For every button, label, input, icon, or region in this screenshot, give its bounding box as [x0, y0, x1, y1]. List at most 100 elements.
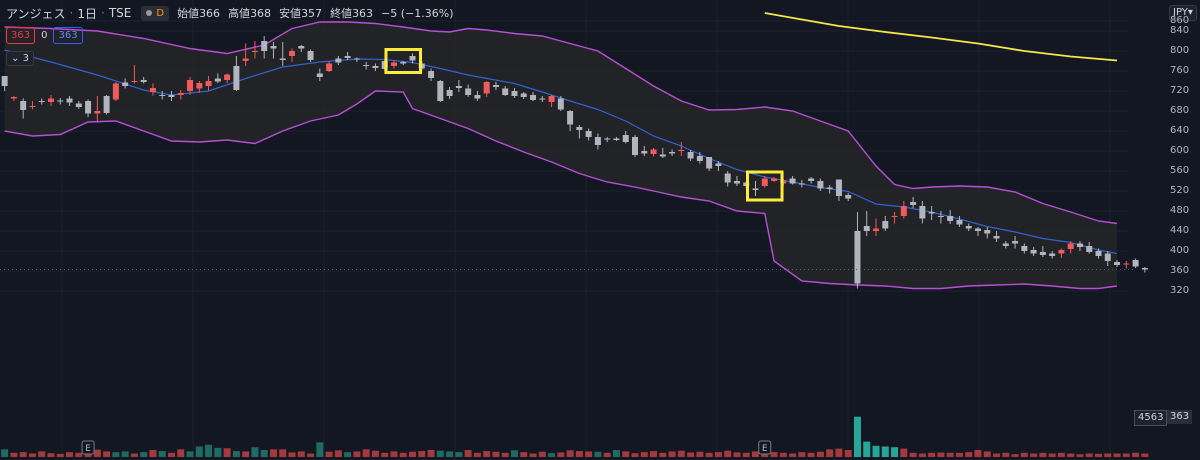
candle-body [984, 230, 991, 234]
candle-body [594, 137, 601, 145]
volume-bar [158, 451, 166, 457]
candle-body [492, 85, 499, 87]
candle-body [761, 178, 768, 186]
candle-body [446, 90, 453, 96]
candle-body [613, 138, 620, 140]
candle-body [752, 188, 759, 190]
candle-body [678, 150, 685, 151]
symbol-name[interactable]: アンジェス [6, 6, 66, 21]
candle-body [465, 88, 472, 95]
earnings-marker-label: E [762, 444, 768, 454]
candle-body [974, 228, 981, 231]
volume-bar [19, 452, 27, 457]
volume-bar [612, 450, 620, 457]
candle-body [196, 83, 203, 89]
volume-bar [1, 449, 9, 457]
sell-button[interactable]: 363 [6, 27, 36, 44]
candle-body [1067, 243, 1074, 249]
candle-body [1058, 250, 1065, 254]
volume-bar [807, 452, 815, 457]
candle-body [817, 181, 824, 189]
volume-bar [288, 452, 296, 457]
volume-bar [38, 451, 46, 457]
chevron-down-icon: ⌄ [11, 53, 20, 64]
candle-body [520, 93, 527, 97]
price-axis-label: 840 [1170, 25, 1190, 36]
candle-body [900, 206, 907, 216]
volume-bar [1048, 453, 1056, 457]
ohlc-low: 安値357 [279, 5, 322, 21]
candle-body [205, 81, 212, 86]
volume-bar [1020, 452, 1028, 457]
volume-bar [28, 453, 36, 457]
volume-bar [195, 446, 203, 457]
volume-bar [724, 450, 732, 457]
volume-bar [112, 452, 120, 457]
volume-bar [668, 451, 676, 457]
volume-bar [1067, 453, 1075, 457]
candle-body [808, 178, 815, 181]
price-axis-label: 720 [1170, 85, 1190, 96]
volume-bar [548, 453, 556, 457]
candle-body [622, 135, 629, 142]
volume-bar [1002, 452, 1010, 457]
long-moving-average-line [764, 12, 1118, 62]
volume-bar [789, 453, 797, 457]
currency-selector[interactable]: JPY▾ [1169, 5, 1197, 21]
volume-bar [853, 416, 861, 457]
candle-body [1076, 243, 1083, 247]
candle-body [548, 96, 555, 102]
volume-bar [918, 453, 926, 457]
volume-bar [316, 442, 324, 457]
volume-bar [687, 452, 695, 457]
candle-body [604, 138, 611, 140]
candle-body [214, 78, 221, 82]
volume-bar [307, 453, 315, 457]
volume-bar [863, 441, 871, 457]
volume-bar [974, 450, 982, 457]
volume-bar [585, 451, 593, 457]
candle-body [1086, 246, 1093, 252]
candle-body [1095, 251, 1102, 256]
candle-body [826, 187, 833, 189]
volume-bar [872, 445, 880, 457]
volume-bar [909, 452, 917, 457]
high-label: 高値 [228, 7, 251, 20]
volume-bar [297, 451, 305, 457]
volume-bar [696, 451, 704, 457]
volume-bar [1113, 453, 1121, 457]
candle-body [557, 98, 564, 110]
candle-body [279, 58, 286, 60]
interval[interactable]: 1日 [77, 6, 97, 21]
volume-bar [371, 450, 379, 457]
candle-body [57, 100, 64, 102]
currency-label: JPY [1173, 7, 1188, 18]
open-label: 始値 [177, 7, 200, 20]
volume-bar [47, 453, 55, 457]
volume-bar [232, 451, 240, 457]
candle-body [159, 95, 166, 96]
candle-body [873, 228, 880, 231]
price-axis-label: 760 [1170, 65, 1190, 76]
candle-body [696, 156, 703, 161]
volume-bar [418, 451, 426, 457]
volume-bar [1141, 453, 1149, 457]
candle-body [965, 226, 972, 229]
low-value: 357 [301, 7, 323, 20]
buy-button[interactable]: 363 [53, 27, 83, 44]
candle-body [928, 212, 935, 214]
price-axis-label: 480 [1170, 205, 1190, 216]
status-dot-icon [146, 10, 153, 16]
indicators-toggle[interactable]: ⌄ 3 [6, 51, 34, 66]
bb-lower-line [4, 90, 1118, 290]
volume-bar [10, 452, 18, 457]
ohlc-close: 終値363 [330, 5, 373, 21]
candle-body [298, 46, 305, 49]
market-status-badge[interactable]: D [141, 5, 170, 21]
volume-bar [362, 449, 370, 457]
volume-bar [650, 451, 658, 457]
candle-body [437, 81, 444, 101]
volume-bar [242, 451, 250, 457]
volume-tag: 4563 [1134, 410, 1168, 426]
